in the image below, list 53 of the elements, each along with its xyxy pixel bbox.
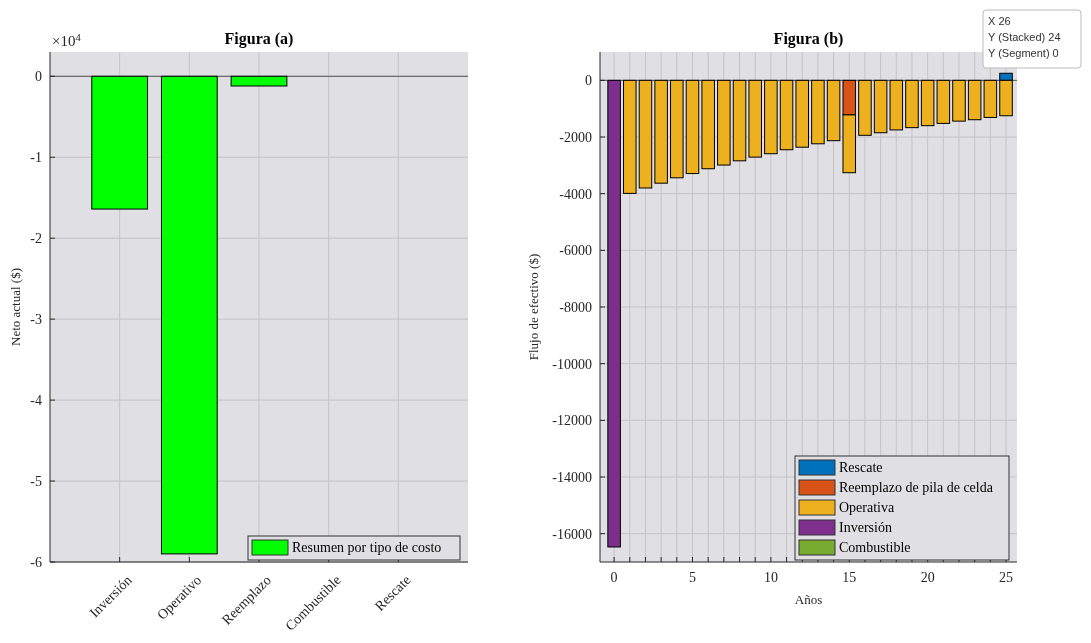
y-tick-label: -2000 <box>559 129 592 145</box>
legend-label: Rescate <box>839 460 883 475</box>
bar <box>670 79 684 179</box>
x-tick-label: 5 <box>688 570 696 585</box>
bar <box>685 79 700 175</box>
y-tick-label: -1 <box>30 150 42 166</box>
bar <box>858 79 872 136</box>
legend-label: Reemplazo de pila de celda <box>839 480 994 495</box>
y-tick-label: -14000 <box>552 469 592 485</box>
x-tick-label: 0 <box>610 570 618 585</box>
bar <box>701 79 715 170</box>
bar <box>654 79 668 184</box>
bar <box>748 79 762 158</box>
text: ×10$^{4}$ <box>52 31 82 49</box>
y-tick-label: -6 <box>30 554 42 570</box>
y-tick-label: -3 <box>30 312 42 328</box>
bar <box>638 79 653 189</box>
legend-label: Inversión <box>839 520 892 535</box>
y-tick-label: -5 <box>30 473 42 489</box>
bar <box>717 79 731 166</box>
y-tick-label: -4000 <box>559 186 592 202</box>
chart-title: Figura (b) <box>773 30 844 48</box>
y-tick-label: -16000 <box>552 526 592 542</box>
y-tick-label: -4 <box>30 393 42 408</box>
legend-label: Operativa <box>839 500 895 515</box>
x-tick-label: 20 <box>920 570 935 585</box>
y-tick-label: -6000 <box>559 243 592 259</box>
annotation: Y (Segment) 0 <box>988 47 1059 59</box>
x-tick-label: 25 <box>999 570 1014 585</box>
legend-label: Resumen por tipo de costo <box>292 540 442 555</box>
y-tick-label: 0 <box>35 69 42 85</box>
y-tick-label: -10000 <box>552 356 592 372</box>
y-tick-label: 0 <box>585 73 592 89</box>
bar <box>732 79 747 162</box>
bar <box>952 79 966 122</box>
bar <box>811 79 825 145</box>
bar <box>623 79 637 194</box>
chart-title: Figura (a) <box>224 30 294 48</box>
y-tick-label: -8000 <box>559 299 592 315</box>
y-axis-title: Flujo de efectivo ($) <box>526 253 541 361</box>
bar <box>607 79 621 548</box>
bar <box>905 79 919 129</box>
y-axis-title: Neto actual ($) <box>8 268 23 346</box>
bar <box>764 79 778 155</box>
datatip: X 26 Y (Stacked) 24 Y (Segment) 0 <box>982 9 1082 69</box>
x-tick-label: 15 <box>842 570 857 585</box>
x-tick-label: 10 <box>763 570 778 585</box>
bar <box>795 79 809 148</box>
bar <box>779 79 794 151</box>
y-tick-label: -12000 <box>552 413 592 429</box>
legend-label: Combustible <box>839 540 911 555</box>
x-axis-title: Años <box>794 592 823 607</box>
y-tick-label: -2 <box>30 231 42 247</box>
